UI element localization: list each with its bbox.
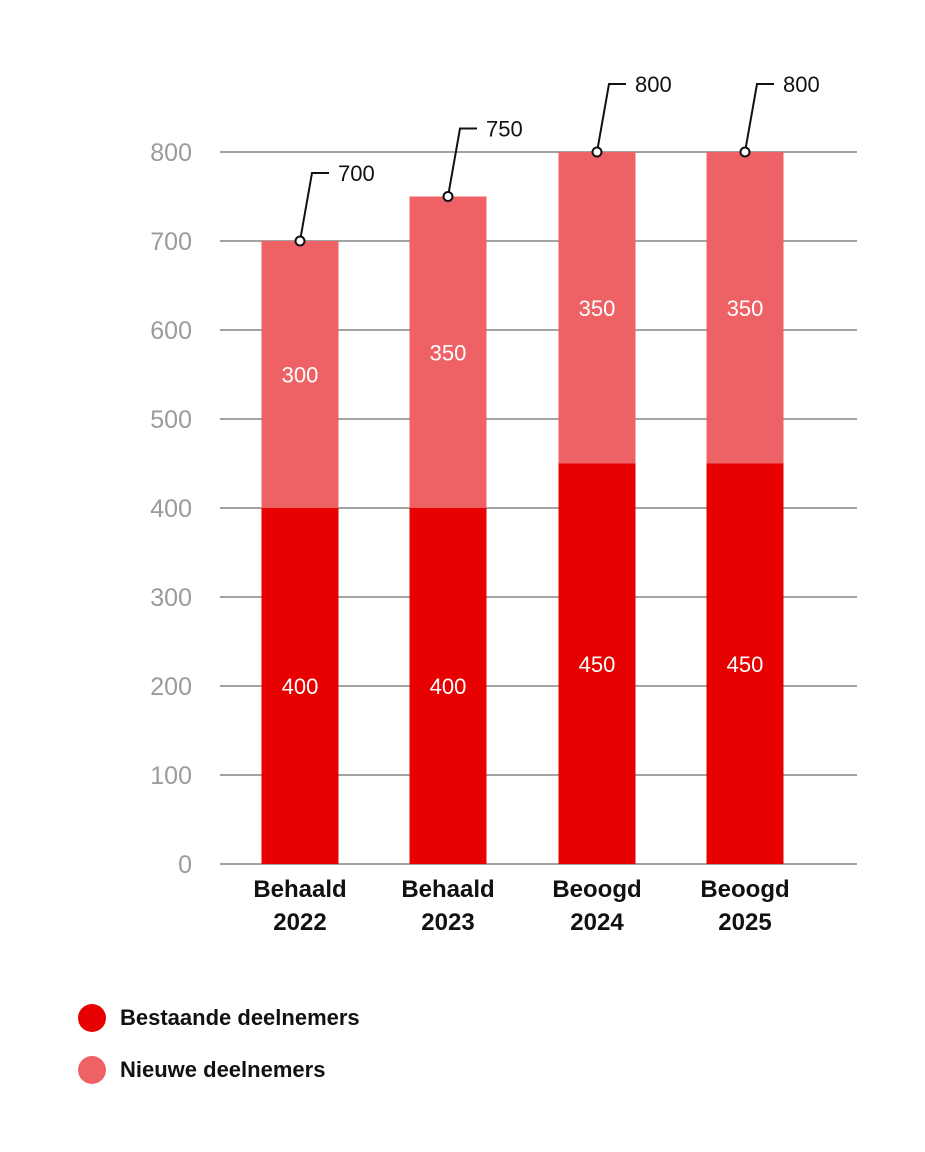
legend-item-nieuwe: Nieuwe deelnemers — [78, 1054, 360, 1086]
chart-legend: Bestaande deelnemers Nieuwe deelnemers — [78, 1002, 360, 1106]
x-category-label-2-line-1: 2024 — [570, 909, 624, 936]
total-marker-1 — [442, 191, 454, 202]
total-leader-line-0 — [299, 172, 329, 242]
data-label-bestaande-1: 400 — [430, 674, 467, 699]
y-tick-label-700: 700 — [150, 228, 192, 256]
x-category-label-1-line-0: Behaald — [401, 876, 494, 903]
total-label-0: 700 — [338, 161, 375, 186]
bar-bestaande-2 — [558, 463, 636, 864]
total-label-1: 750 — [486, 117, 523, 142]
y-tick-label-300: 300 — [150, 584, 192, 612]
y-tick-label-500: 500 — [150, 406, 192, 434]
total-label-2: 800 — [635, 72, 672, 97]
stacked-bar-chart: 0 100 200 300 400 500 600 700 800 400 300 700 Behaal… — [150, 72, 857, 936]
y-tick-label-100: 100 — [150, 762, 192, 790]
legend-swatch-bestaande — [78, 1004, 106, 1032]
data-label-nieuwe-3: 350 — [727, 296, 764, 321]
x-category-label-2-line-0: Beoogd — [552, 876, 641, 903]
data-label-nieuwe-1: 350 — [430, 340, 467, 365]
total-marker-2 — [591, 146, 603, 158]
legend-label-bestaande: Bestaande deelnemers — [120, 1005, 360, 1030]
x-category-label-1-line-1: 2023 — [421, 909, 474, 936]
x-category-label-0-line-0: Behaald — [253, 876, 346, 903]
data-label-bestaande-3: 450 — [727, 652, 764, 677]
x-category-label-3-line-1: 2025 — [718, 909, 771, 936]
y-tick-label-600: 600 — [150, 317, 192, 345]
data-label-nieuwe-0: 300 — [282, 363, 319, 388]
y-tick-label-200: 200 — [150, 673, 192, 701]
legend-label-nieuwe: Nieuwe deelnemers — [120, 1057, 326, 1082]
bar-bestaande-0 — [261, 508, 339, 864]
data-label-bestaande-2: 450 — [579, 652, 616, 677]
bar-bestaande-3 — [706, 463, 784, 864]
y-tick-label-400: 400 — [150, 495, 192, 523]
y-tick-label-800: 800 — [150, 139, 192, 167]
total-leader-line-3 — [744, 83, 774, 153]
bar-nieuwe-2 — [558, 152, 636, 464]
bar-nieuwe-0 — [261, 241, 339, 508]
legend-item-bestaande: Bestaande deelnemers — [78, 1002, 360, 1034]
bar-bestaande-1 — [409, 508, 487, 864]
x-category-label-0-line-1: 2022 — [273, 909, 326, 936]
x-category-label-3-line-0: Beoogd — [700, 876, 789, 903]
total-leader-line-2 — [596, 83, 626, 153]
legend-swatch-nieuwe — [78, 1056, 106, 1084]
total-leader-line-1 — [447, 127, 477, 197]
y-tick-label-0: 0 — [178, 851, 192, 879]
total-marker-3 — [739, 146, 751, 158]
data-label-nieuwe-2: 350 — [579, 296, 616, 321]
total-label-3: 800 — [783, 72, 820, 97]
bar-nieuwe-1 — [409, 196, 487, 508]
bar-nieuwe-3 — [706, 152, 784, 464]
total-marker-0 — [294, 235, 306, 247]
data-label-bestaande-0: 400 — [282, 674, 319, 699]
